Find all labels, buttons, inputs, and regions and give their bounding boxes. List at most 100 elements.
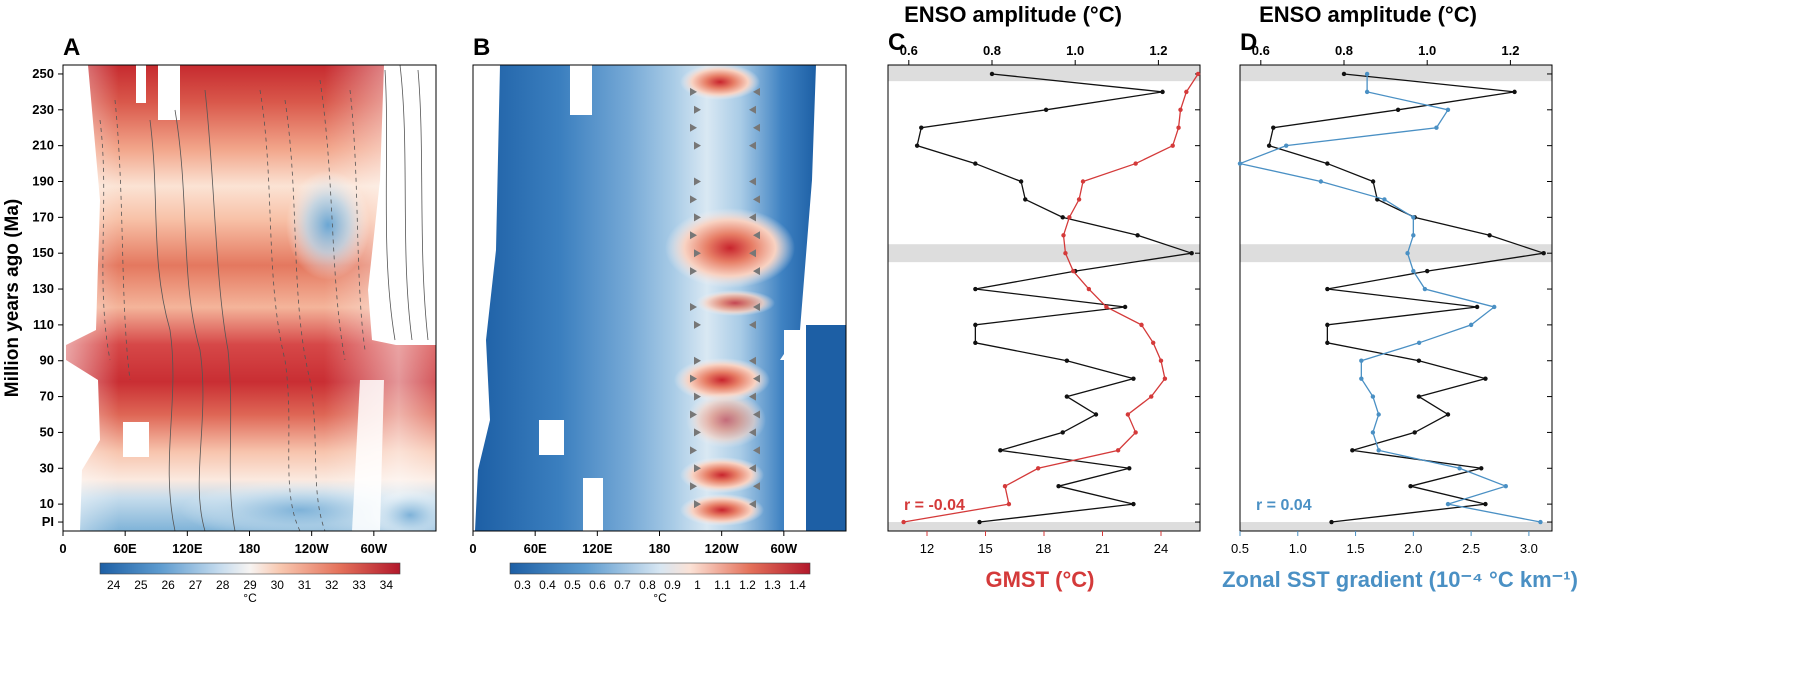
data-point <box>973 340 978 346</box>
data-point <box>1162 376 1168 381</box>
triangle-marker <box>749 105 756 114</box>
panel-a-heatmap <box>63 65 436 531</box>
colorbar-tick-label: 0.6 <box>589 578 606 592</box>
colorbar-tick-label: 25 <box>134 578 148 592</box>
panel-b-colorbar-unit: °C <box>653 591 667 605</box>
data-point <box>1131 376 1136 381</box>
triangle-marker <box>694 356 701 365</box>
x-tick-label: 60W <box>770 541 797 556</box>
data-point <box>1133 161 1138 166</box>
data-point <box>1416 394 1422 399</box>
data-point <box>989 71 995 77</box>
triangle-marker <box>694 392 701 401</box>
colorbar-tick-label: 1 <box>694 578 701 592</box>
data-point <box>1487 233 1492 238</box>
triangle-marker <box>753 195 760 204</box>
data-point <box>1067 215 1072 220</box>
x-tick-label: 180 <box>239 541 261 556</box>
data-point <box>1483 376 1488 381</box>
data-point <box>1125 412 1131 417</box>
x-tick-label: 120E <box>582 541 613 556</box>
panel-d-r-label: r = 0.04 <box>1256 497 1312 514</box>
triangle-marker <box>690 410 697 419</box>
triangle-marker <box>694 249 701 258</box>
data-point <box>1006 501 1012 507</box>
panel-c-bottom-axis-label: GMST (°C) <box>985 567 1094 592</box>
bottom-tick-label: 0.5 <box>1231 541 1249 556</box>
panel-b-heatmap <box>473 65 846 531</box>
data-point <box>1135 233 1140 238</box>
data-point <box>1035 466 1041 471</box>
panel-d-label: D <box>1240 29 1257 56</box>
colorbar-tick-label: 1.1 <box>714 578 731 592</box>
triangle-marker <box>694 428 701 437</box>
x-tick-label: 120W <box>295 541 330 556</box>
data-point <box>1266 143 1272 148</box>
shaded-band <box>888 522 1200 531</box>
data-point <box>1195 71 1201 77</box>
triangle-marker <box>749 392 756 401</box>
colorbar-tick-label: 1.4 <box>789 578 806 592</box>
data-point <box>1382 197 1387 202</box>
data-point <box>1018 179 1024 184</box>
panel-c-label: C <box>888 29 905 56</box>
panel-a-colorbar-unit: °C <box>243 591 257 605</box>
data-point <box>901 519 906 525</box>
triangle-marker <box>690 123 697 132</box>
triangle-marker <box>690 267 697 276</box>
y-tick-label: PI <box>42 514 54 529</box>
panel-a-colorbar-ticks: 24 25 26 27 28 29 30 31 32 33 34 <box>107 578 393 592</box>
data-point <box>1080 179 1086 184</box>
top-tick-label: 1.0 <box>1418 43 1436 58</box>
data-point <box>977 519 982 525</box>
data-point <box>1364 89 1370 95</box>
panel-c-r-label: r = -0.04 <box>904 497 965 514</box>
bottom-tick-label: 21 <box>1095 541 1109 556</box>
data-point <box>919 125 924 130</box>
panel-a-x-ticks: 0 60E 120E 180 120W 60W <box>59 531 388 556</box>
triangle-marker <box>753 302 760 311</box>
data-point <box>1133 430 1138 435</box>
data-point <box>1325 286 1330 292</box>
data-point <box>1474 304 1480 310</box>
data-point <box>1468 322 1474 328</box>
triangle-marker <box>753 446 760 455</box>
triangle-marker <box>694 105 701 114</box>
y-tick-label: 230 <box>32 102 54 117</box>
data-point <box>1434 125 1439 130</box>
data-point <box>1479 466 1484 471</box>
data-point <box>914 143 920 148</box>
data-point <box>1056 483 1061 489</box>
secondary-series-line <box>903 73 1199 523</box>
colorbar-tick-label: 24 <box>107 578 121 592</box>
y-tick-label: 130 <box>32 281 54 296</box>
triangle-marker <box>749 249 756 258</box>
triangle-marker <box>694 464 701 473</box>
triangle-marker <box>694 500 701 509</box>
data-point <box>1425 268 1430 274</box>
triangle-marker <box>690 446 697 455</box>
data-point <box>1063 250 1068 256</box>
panel-d-title: ENSO amplitude (°C) <box>1259 2 1477 27</box>
data-point <box>1131 501 1136 507</box>
data-point <box>1061 233 1066 238</box>
data-point <box>1284 143 1289 148</box>
triangle-marker <box>753 231 760 240</box>
data-point <box>1151 340 1156 346</box>
top-tick-label: 1.2 <box>1149 43 1167 58</box>
triangle-marker <box>690 231 697 240</box>
data-point <box>1411 215 1416 220</box>
panel-a: A <box>32 34 437 605</box>
data-point <box>1416 358 1422 363</box>
data-point <box>973 322 978 328</box>
y-tick-label: 170 <box>32 209 54 224</box>
triangle-marker <box>753 123 760 132</box>
data-point <box>1538 519 1543 525</box>
bottom-tick-label: 2.0 <box>1404 541 1422 556</box>
triangle-marker <box>753 374 760 383</box>
y-tick-label: 150 <box>32 245 54 260</box>
shaded-band <box>888 65 1200 82</box>
triangle-marker <box>753 87 760 96</box>
data-point <box>1376 412 1381 417</box>
